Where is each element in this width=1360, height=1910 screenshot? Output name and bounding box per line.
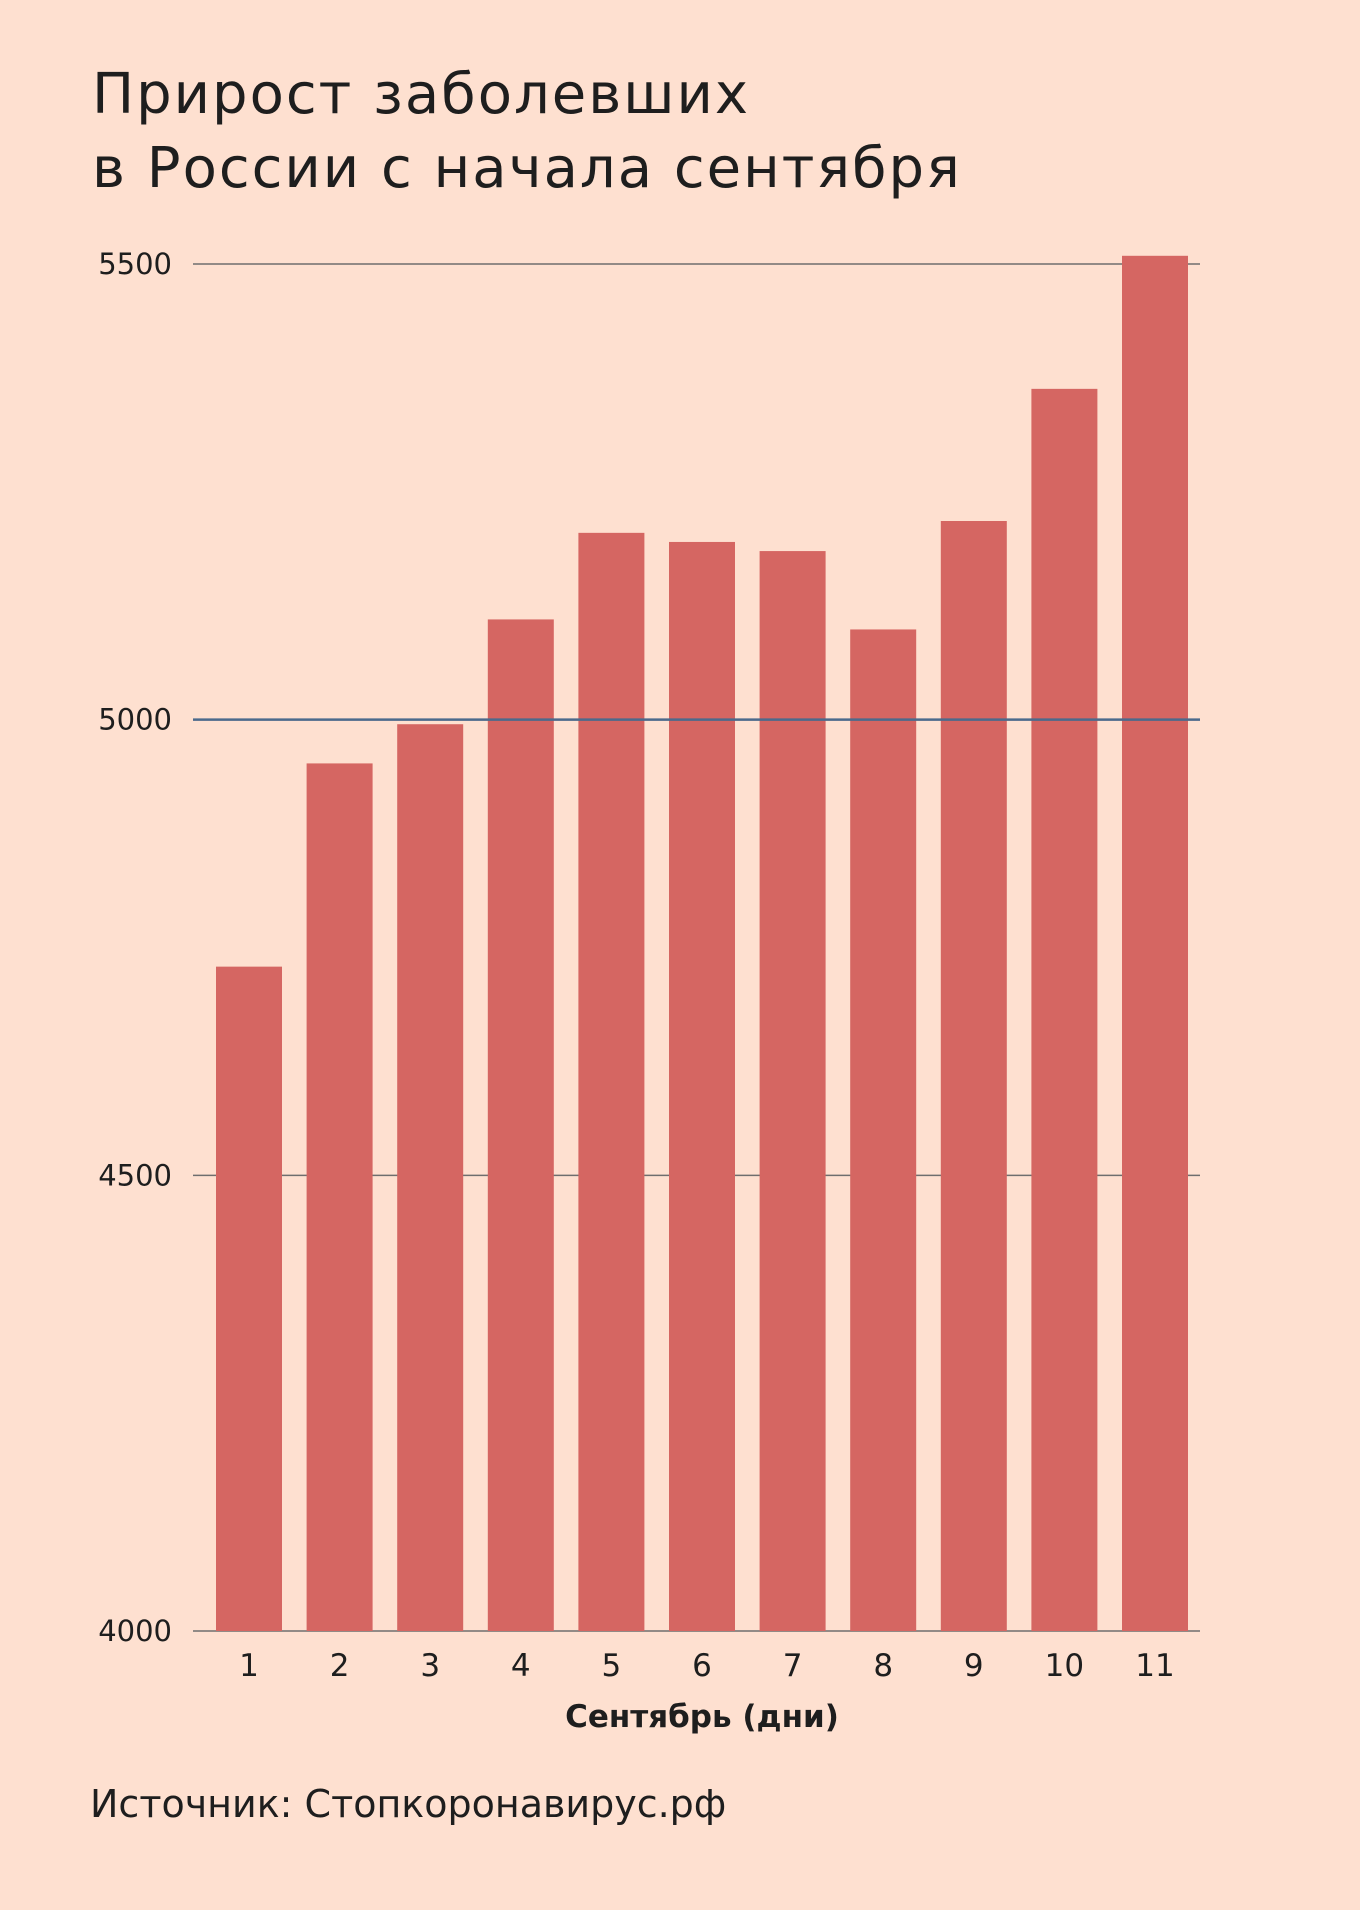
y-tick-label-5500: 5500 xyxy=(98,247,172,281)
x-tick-label-1: 1 xyxy=(239,1648,259,1684)
bar-day-11 xyxy=(1122,255,1188,1632)
x-tick-label-5: 5 xyxy=(602,1648,622,1684)
bars xyxy=(216,255,1188,1632)
y-axis-tick-labels: 5500 5000 4500 4000 xyxy=(98,247,172,1648)
bar-day-9 xyxy=(940,520,1007,1631)
bar-day-6 xyxy=(669,541,735,1631)
x-axis-label: Сентябрь (дни) xyxy=(565,1699,839,1735)
bar-day-1 xyxy=(216,966,282,1631)
x-tick-label-8: 8 xyxy=(873,1648,893,1684)
bar-day-2 xyxy=(306,763,373,1631)
chart-title: Прирост заболевших в России с начала сен… xyxy=(92,62,962,201)
x-tick-label-2: 2 xyxy=(330,1648,350,1684)
y-tick-label-4000: 4000 xyxy=(98,1614,172,1648)
chart-title-line-2: в России с начала сентября xyxy=(92,136,962,201)
y-tick-label-5000: 5000 xyxy=(98,703,172,737)
source-note: Источник: Стопкоронавирус.рф xyxy=(90,1782,726,1826)
bar-day-3 xyxy=(397,724,464,1631)
bar-day-5 xyxy=(578,532,645,1632)
x-tick-label-4: 4 xyxy=(511,1648,531,1684)
x-axis-tick-labels: 1 2 3 4 5 6 7 8 9 10 11 xyxy=(239,1648,1175,1684)
bar-day-4 xyxy=(487,619,554,1631)
bar-day-10 xyxy=(1031,388,1098,1631)
chart-title-line-1: Прирост заболевших xyxy=(92,62,750,127)
x-tick-label-11: 11 xyxy=(1135,1648,1174,1684)
y-tick-label-4500: 4500 xyxy=(98,1158,172,1192)
bar-day-7 xyxy=(759,551,826,1631)
x-tick-label-9: 9 xyxy=(964,1648,984,1684)
x-tick-label-6: 6 xyxy=(692,1648,712,1684)
x-tick-label-3: 3 xyxy=(420,1648,440,1684)
bar-day-8 xyxy=(850,629,917,1631)
x-tick-label-10: 10 xyxy=(1045,1648,1084,1684)
x-tick-label-7: 7 xyxy=(783,1648,803,1684)
